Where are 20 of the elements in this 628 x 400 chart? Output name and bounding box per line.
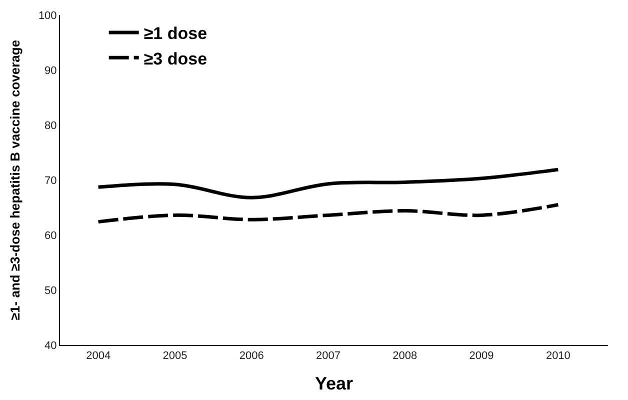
x-tick-label: 2005 — [162, 350, 188, 362]
y-axis-title: ≥1- and ≥3-dose hepatitis B vaccine coverage — [7, 40, 22, 320]
x-tick-label: 2007 — [316, 350, 340, 362]
legend-label: ≥3 dose — [144, 49, 208, 68]
y-tick-label: 70 — [44, 174, 57, 187]
y-tick-label: 40 — [44, 340, 57, 352]
line-series — [96, 168, 560, 200]
y-tick-label: 100 — [38, 10, 57, 22]
legend-label: ≥1 dose — [144, 24, 208, 44]
y-tick-label: 80 — [44, 120, 57, 132]
y-tick-label: 60 — [44, 230, 57, 242]
x-tick-label: 2004 — [86, 350, 111, 362]
x-axis-title: Year — [314, 373, 354, 394]
x-tick-label: 2009 — [469, 350, 494, 362]
x-tick-label: 2008 — [392, 350, 418, 362]
y-tick-label: 90 — [44, 64, 57, 77]
line-series — [96, 203, 560, 224]
x-tick-label: 2010 — [546, 350, 570, 362]
x-tick-label: 2006 — [239, 350, 264, 362]
y-tick-label: 50 — [44, 284, 57, 297]
